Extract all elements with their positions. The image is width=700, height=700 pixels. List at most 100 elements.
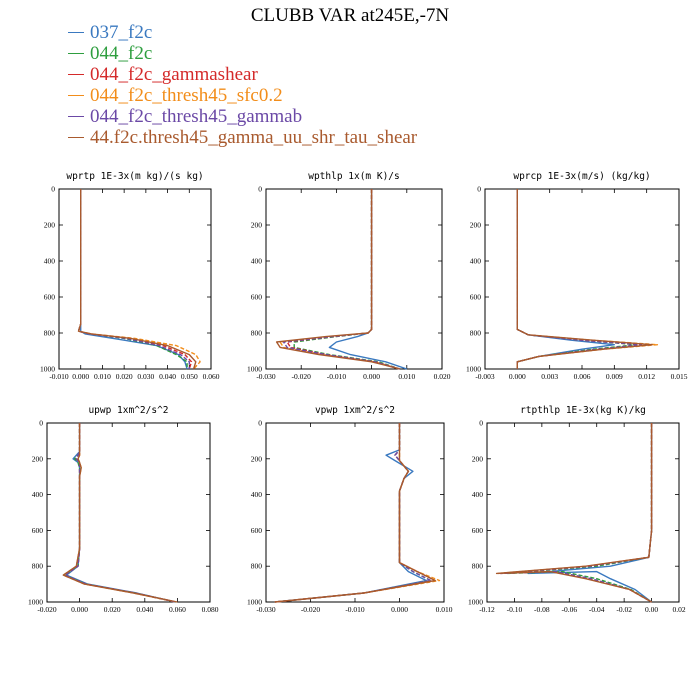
legend-swatch [68, 115, 84, 117]
x-tick-label: 0.040 [136, 605, 153, 614]
y-tick-label: 400 [44, 257, 56, 266]
panel-title: wprtp 1E-3x(m kg)/(s kg) [66, 171, 203, 182]
legend-entry: 044_f2c_gammashear [68, 64, 417, 85]
series-line-2 [274, 423, 432, 603]
plot-frame [265, 188, 443, 370]
x-tick-label: 0.020 [116, 372, 133, 381]
y-tick-label: 600 [44, 293, 56, 302]
y-tick-label: 600 [472, 526, 484, 535]
series-line-2 [64, 423, 176, 603]
x-tick-label: -0.04 [589, 605, 605, 614]
y-tick-label: 200 [251, 454, 263, 463]
x-tick-label: -0.030 [256, 605, 276, 614]
panel-title: vpwp 1xm^2/s^2 [315, 405, 395, 416]
legend-label: 044_f2c [90, 43, 153, 64]
y-tick-label: 200 [251, 221, 263, 230]
x-tick-label: 0.020 [104, 605, 121, 614]
y-tick-label: 400 [251, 257, 263, 266]
y-tick-label: 800 [44, 329, 56, 338]
legend-swatch [68, 136, 84, 138]
y-tick-label: 200 [470, 221, 482, 230]
panel-1: wprtp 1E-3x(m kg)/(s kg) -0.010 0.000 0.010… [40, 171, 220, 381]
y-tick-label: 1000 [466, 365, 481, 374]
y-tick-label: 1000 [468, 598, 483, 607]
legend-entry: 044_f2c_thresh45_sfc0.2 [68, 85, 417, 106]
y-tick-label: 400 [251, 490, 263, 499]
figure-title: CLUBB VAR at245E,-7N [250, 5, 450, 26]
x-tick-label: 0.060 [203, 372, 220, 381]
series-line-6 [274, 423, 436, 603]
y-tick-label: 0 [258, 419, 262, 428]
y-tick-label: 600 [251, 293, 263, 302]
x-tick-label: 0.050 [181, 372, 198, 381]
series-line-1 [274, 423, 427, 603]
x-tick-label: 0.00 [645, 605, 658, 614]
y-tick-label: 0 [477, 185, 481, 194]
x-tick-label: 0.02 [672, 605, 685, 614]
y-tick-label: 600 [251, 526, 263, 535]
legend-label: 044_f2c_thresh45_sfc0.2 [90, 85, 283, 106]
series-line-5 [274, 423, 432, 603]
y-tick-label: 400 [32, 490, 44, 499]
x-tick-label: -0.020 [292, 372, 312, 381]
y-tick-label: 600 [470, 293, 482, 302]
y-tick-label: 0 [51, 185, 55, 194]
y-tick-label: 1000 [28, 598, 43, 607]
plot-frame [46, 422, 211, 603]
plot-frame [58, 188, 212, 370]
plot-frame [265, 422, 445, 603]
panel-5: vpwp 1xm^2/s^2 -0.030 -0.020 -0.010 0.000 0.0… [247, 405, 453, 614]
panel-title: wpthlp 1x(m K)/s [308, 171, 400, 182]
legend-entry: 44.f2c.thresh45_gamma_uu_shr_tau_shear [68, 127, 417, 148]
x-tick-label: -0.06 [561, 605, 577, 614]
legend-swatch [68, 73, 84, 75]
y-tick-label: 1000 [40, 365, 55, 374]
x-tick-label: 0.010 [436, 605, 453, 614]
series-line-1 [527, 423, 653, 603]
series-line-1 [65, 423, 176, 603]
y-tick-label: 800 [472, 562, 484, 571]
x-tick-label: 0.000 [71, 605, 88, 614]
panel-6: rtpthlp 1E-3x(kg K)/kg -0.12 -0.10 -0.08 -0.… [468, 405, 686, 614]
x-tick-label: -0.10 [507, 605, 523, 614]
panel-title: wprcp 1E-3x(m/s) (kg/kg) [513, 171, 650, 182]
y-tick-label: 200 [32, 454, 44, 463]
x-tick-label: -0.12 [479, 605, 495, 614]
y-tick-label: 800 [32, 562, 44, 571]
x-tick-label: -0.010 [49, 372, 69, 381]
x-tick-label: -0.08 [534, 605, 550, 614]
x-tick-label: 0.012 [638, 372, 655, 381]
legend-entry: 037_f2c [68, 22, 417, 43]
legend-label: 037_f2c [90, 22, 153, 43]
x-tick-label: 0.030 [137, 372, 154, 381]
legend-label: 044_f2c_thresh45_gammab [90, 106, 303, 127]
series-line-3 [286, 189, 400, 370]
x-tick-label: -0.030 [256, 372, 276, 381]
x-tick-label: 0.010 [398, 372, 415, 381]
x-tick-label: 0.000 [72, 372, 89, 381]
x-tick-label: 0.060 [169, 605, 186, 614]
panel-2: wpthlp 1x(m K)/s -0.030 -0.020 -0.010 0.000 0… [247, 171, 451, 381]
x-tick-label: 0.000 [391, 605, 408, 614]
series-line-4 [274, 423, 441, 603]
y-tick-label: 600 [32, 526, 44, 535]
x-tick-label: 0.003 [541, 372, 558, 381]
x-tick-label: 0.000 [509, 372, 526, 381]
series-line-5 [64, 423, 176, 603]
series-line-6 [275, 189, 400, 370]
legend-swatch [68, 94, 84, 96]
legend-label: 044_f2c_gammashear [90, 64, 258, 85]
y-tick-label: 0 [479, 419, 483, 428]
y-tick-label: 0 [39, 419, 43, 428]
y-tick-label: 400 [470, 257, 482, 266]
x-tick-label: -0.020 [37, 605, 57, 614]
series-line-2 [506, 423, 653, 603]
legend-swatch [68, 52, 84, 54]
legend: 037_f2c 044_f2c 044_f2c_gammashear 044_f2c_… [68, 22, 417, 148]
x-tick-label: 0.040 [159, 372, 176, 381]
x-tick-label: 0.000 [363, 372, 380, 381]
y-tick-label: 800 [251, 562, 263, 571]
y-tick-label: 800 [251, 329, 263, 338]
legend-entry: 044_f2c [68, 43, 417, 64]
